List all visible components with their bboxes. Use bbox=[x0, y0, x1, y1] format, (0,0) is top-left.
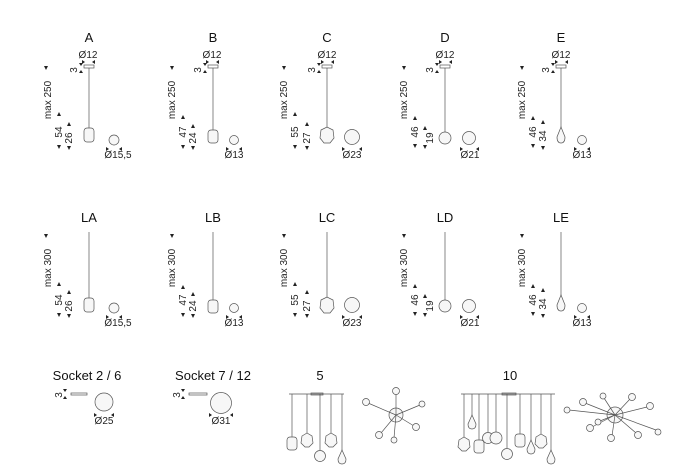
lamp-title: B bbox=[209, 30, 218, 45]
socket-diameter: Ø25 bbox=[95, 416, 114, 427]
lamp-title: E bbox=[557, 30, 566, 45]
lamp-LD: LD max 300 46 19 Ø21 bbox=[399, 210, 480, 329]
bottom-diameter: Ø13 bbox=[573, 150, 592, 161]
config-10: 10 bbox=[457, 368, 662, 465]
max-length: max 300 bbox=[517, 248, 528, 287]
top-diameter: Ø12 bbox=[318, 50, 337, 61]
lamp-title: LC bbox=[319, 210, 336, 225]
lamp-B: B Ø12 3 max 250 47 24 Ø13 bbox=[167, 30, 244, 161]
top-diameter: Ø12 bbox=[79, 50, 98, 61]
cable-top-dim: 3 bbox=[307, 67, 318, 73]
cable-top-dim: 3 bbox=[425, 67, 436, 73]
max-length: max 250 bbox=[517, 80, 528, 119]
config-5: 5 bbox=[286, 368, 426, 465]
shade-height: 26 bbox=[64, 132, 75, 144]
lamp-C: C Ø12 3 max 250 55 27 Ø23 bbox=[279, 30, 362, 161]
max-length: max 300 bbox=[167, 248, 178, 287]
socket-diameter: Ø31 bbox=[212, 416, 231, 427]
lamp-LA: LA max 300 54 26 Ø15,5 bbox=[43, 210, 132, 329]
shade-height: 19 bbox=[425, 300, 436, 312]
shade-height: 24 bbox=[188, 300, 199, 312]
lamp-A: A Ø12 3 max 250 54 26 Ø15,5 bbox=[43, 30, 132, 161]
socket-2-6: Socket 2 / 6 3 Ø25 bbox=[53, 368, 122, 427]
config-title: 10 bbox=[503, 368, 517, 383]
socket-title: Socket 2 / 6 bbox=[53, 368, 122, 383]
shade-height: 27 bbox=[302, 300, 313, 312]
cable-top-dim: 3 bbox=[541, 67, 552, 73]
shade-height: 27 bbox=[302, 132, 313, 144]
config-title: 5 bbox=[316, 368, 323, 383]
config-10-front-view bbox=[457, 392, 556, 465]
total-height: 55 bbox=[290, 126, 301, 138]
shade-height: 34 bbox=[538, 130, 549, 142]
bottom-diameter: Ø15,5 bbox=[104, 150, 132, 161]
lamp-title: C bbox=[322, 30, 331, 45]
total-height: 54 bbox=[54, 294, 65, 306]
lamp-title: LA bbox=[81, 210, 97, 225]
shade-height: 24 bbox=[188, 132, 199, 144]
total-height: 55 bbox=[290, 294, 301, 306]
lamp-LC: LC max 300 55 27 Ø23 bbox=[279, 210, 362, 329]
cable-top-dim: 3 bbox=[69, 67, 80, 73]
shade-height: 26 bbox=[64, 300, 75, 312]
lamp-title: LE bbox=[553, 210, 569, 225]
lamp-title: D bbox=[440, 30, 449, 45]
top-diameter: Ø12 bbox=[552, 50, 571, 61]
total-height: 46 bbox=[528, 294, 539, 306]
config-5-top-view bbox=[362, 387, 426, 444]
total-height: 47 bbox=[178, 126, 189, 138]
lamp-LB: LB max 300 47 24 Ø13 bbox=[167, 210, 244, 329]
total-height: 46 bbox=[410, 294, 421, 306]
socket-7-12: Socket 7 / 12 3 Ø31 bbox=[172, 368, 251, 427]
lamp-title: LB bbox=[205, 210, 221, 225]
bottom-diameter: Ø23 bbox=[343, 150, 362, 161]
max-length: max 250 bbox=[43, 80, 54, 119]
bottom-diameter: Ø21 bbox=[461, 150, 480, 161]
total-height: 54 bbox=[54, 126, 65, 138]
max-length: max 250 bbox=[167, 80, 178, 119]
socket-height: 3 bbox=[172, 392, 183, 398]
shade-height: 19 bbox=[425, 132, 436, 144]
config-5-front-view bbox=[286, 392, 347, 465]
lamp-E: E Ø12 3 max 250 46 34 Ø13 bbox=[517, 30, 592, 161]
total-height: 47 bbox=[178, 294, 189, 306]
top-diameter: Ø12 bbox=[436, 50, 455, 61]
bottom-diameter: Ø21 bbox=[461, 318, 480, 329]
lamp-D: D Ø12 3 max 250 46 19 Ø21 bbox=[399, 30, 480, 161]
shade-height: 34 bbox=[538, 298, 549, 310]
bottom-diameter: Ø13 bbox=[225, 150, 244, 161]
socket-title: Socket 7 / 12 bbox=[175, 368, 251, 383]
lamp-title: LD bbox=[437, 210, 454, 225]
lamp-title: A bbox=[85, 30, 94, 45]
bottom-diameter: Ø13 bbox=[573, 318, 592, 329]
bottom-diameter: Ø23 bbox=[343, 318, 362, 329]
bottom-diameter: Ø13 bbox=[225, 318, 244, 329]
socket-height: 3 bbox=[54, 392, 65, 398]
total-height: 46 bbox=[528, 126, 539, 138]
top-diameter: Ø12 bbox=[203, 50, 222, 61]
cable-top-dim: 3 bbox=[193, 67, 204, 73]
total-height: 46 bbox=[410, 126, 421, 138]
max-length: max 250 bbox=[399, 80, 410, 119]
max-length: max 250 bbox=[279, 80, 290, 119]
max-length: max 300 bbox=[399, 248, 410, 287]
max-length: max 300 bbox=[279, 248, 290, 287]
bottom-diameter: Ø15,5 bbox=[104, 318, 132, 329]
config-10-top-view bbox=[563, 392, 662, 442]
lamp-LE: LE max 300 46 34 Ø13 bbox=[517, 210, 592, 329]
max-length: max 300 bbox=[43, 248, 54, 287]
